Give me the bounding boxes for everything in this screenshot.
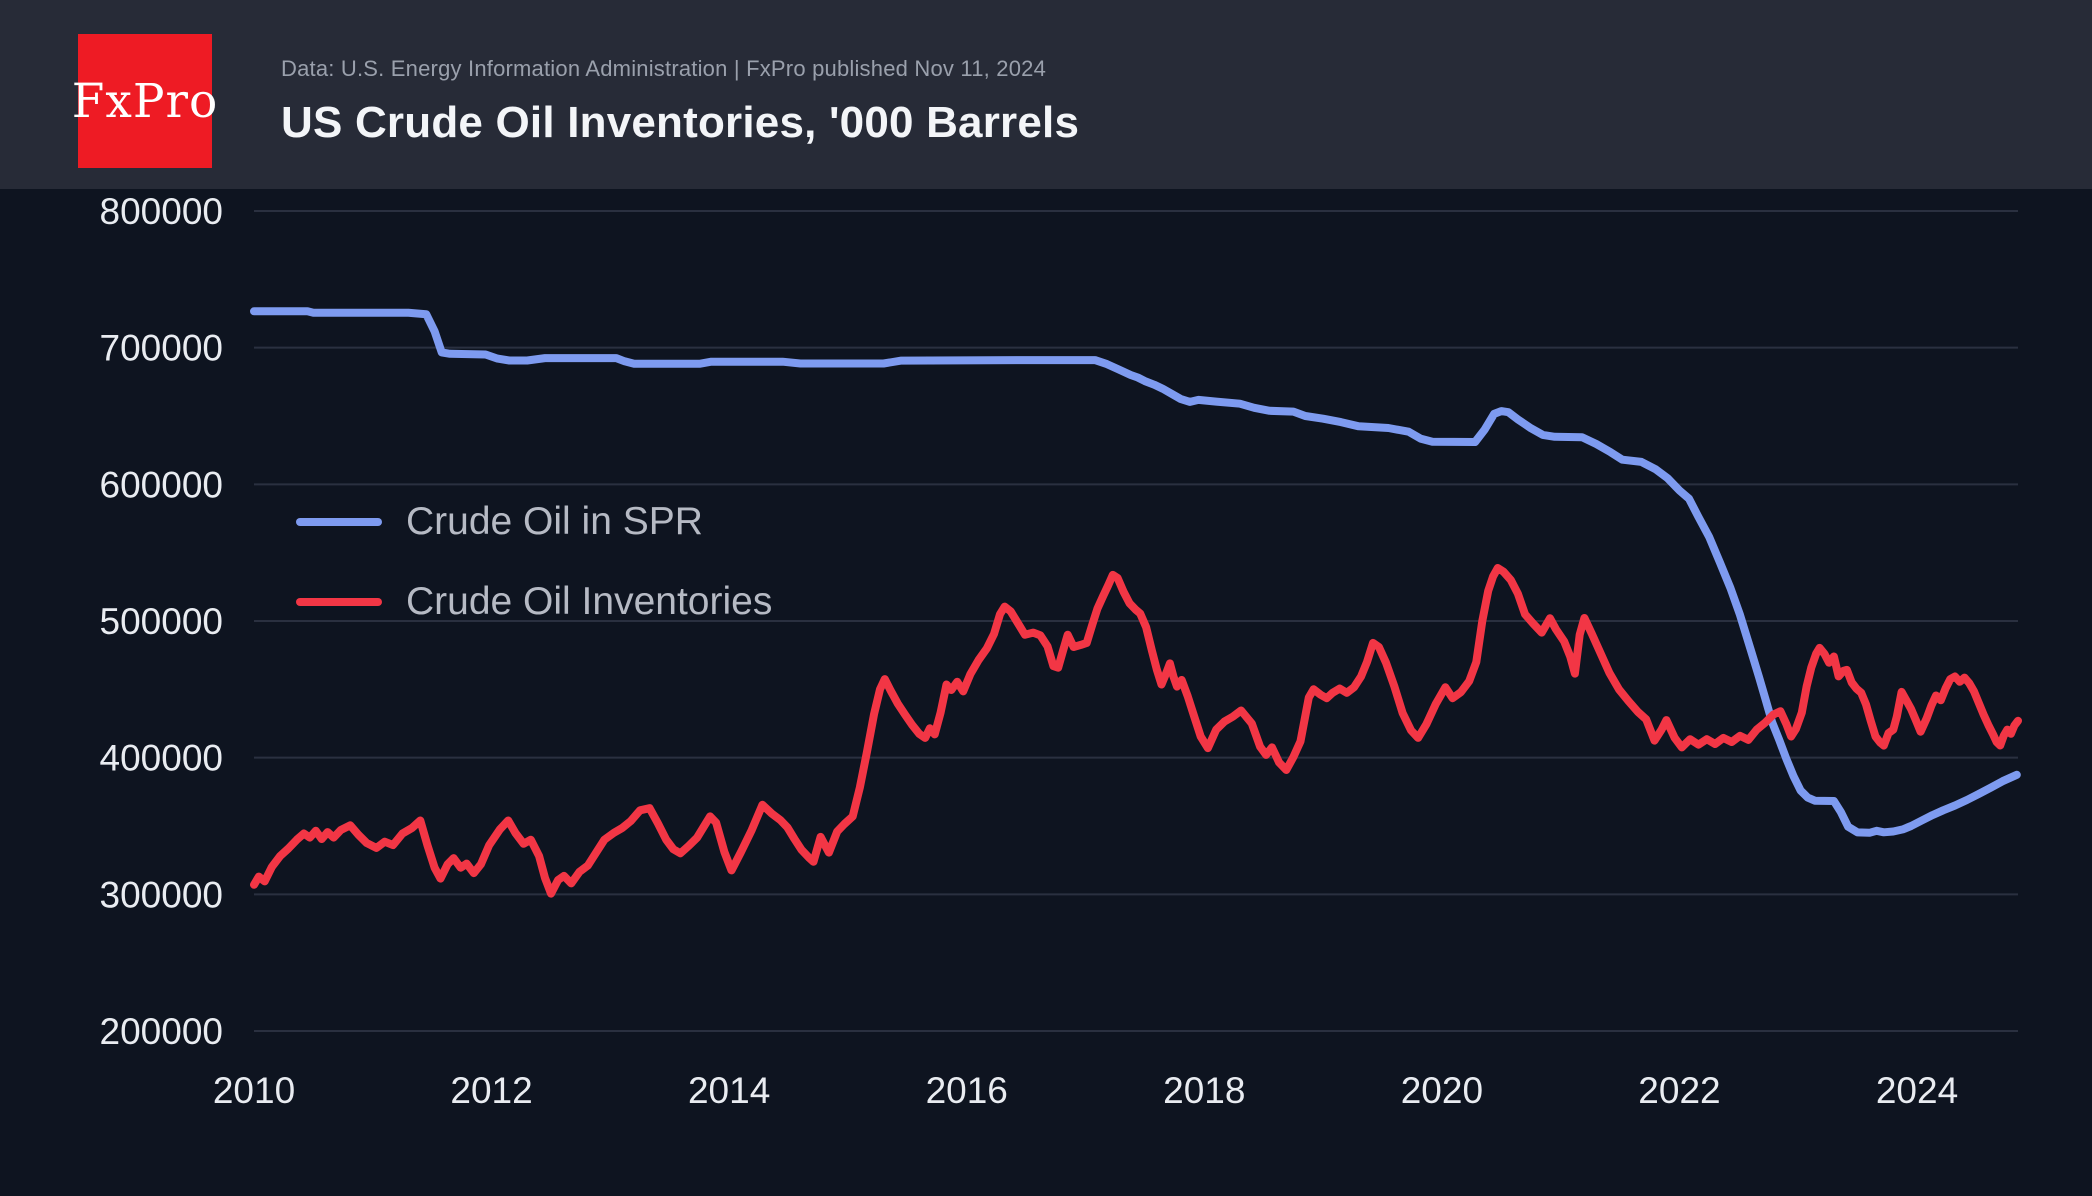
legend-item: Crude Oil Inventories (296, 562, 772, 642)
y-axis-tick-label: 400000 (100, 738, 223, 779)
y-axis-tick-label: 500000 (100, 601, 223, 642)
legend-swatch-line (296, 518, 382, 526)
x-axis-tick-label: 2024 (1876, 1070, 1958, 1111)
y-axis-tick-label: 600000 (100, 464, 223, 505)
x-axis-tick-label: 2012 (450, 1070, 532, 1111)
x-axis-tick-label: 2020 (1401, 1070, 1483, 1111)
legend: Crude Oil in SPR Crude Oil Inventories (296, 482, 772, 642)
series-line-crude-oil-in-spr (250, 307, 2021, 837)
header: FxPro Data: U.S. Energy Information Admi… (0, 0, 2092, 189)
fxpro-logo: FxPro (72, 34, 217, 168)
x-axis-tick-label: 2010 (213, 1070, 295, 1111)
fxpro-logo-text: FxPro (71, 73, 219, 129)
legend-label: Crude Oil in SPR (406, 500, 703, 543)
y-axis-tick-label: 300000 (100, 874, 223, 915)
source-line: Data: U.S. Energy Information Administra… (281, 56, 1047, 81)
legend-label: Crude Oil Inventories (406, 580, 773, 623)
x-axis-tick-label: 2014 (688, 1070, 770, 1111)
headings: Data: U.S. Energy Information Administra… (281, 56, 1079, 148)
legend-swatch-line (296, 598, 382, 606)
legend-item: Crude Oil in SPR (296, 482, 772, 562)
series-line-crude-oil-inventories (250, 564, 2022, 898)
x-axis-tick-label: 2016 (926, 1070, 1008, 1111)
y-axis-tick-label: 800000 (100, 191, 223, 232)
x-axis-tick-label: 2022 (1638, 1070, 1720, 1111)
x-axis-tick-label: 2018 (1163, 1070, 1245, 1111)
page-title: US Crude Oil Inventories, '000 Barrels (281, 98, 1080, 147)
y-axis-tick-label: 700000 (100, 328, 223, 369)
y-axis-tick-label: 200000 (100, 1011, 223, 1052)
